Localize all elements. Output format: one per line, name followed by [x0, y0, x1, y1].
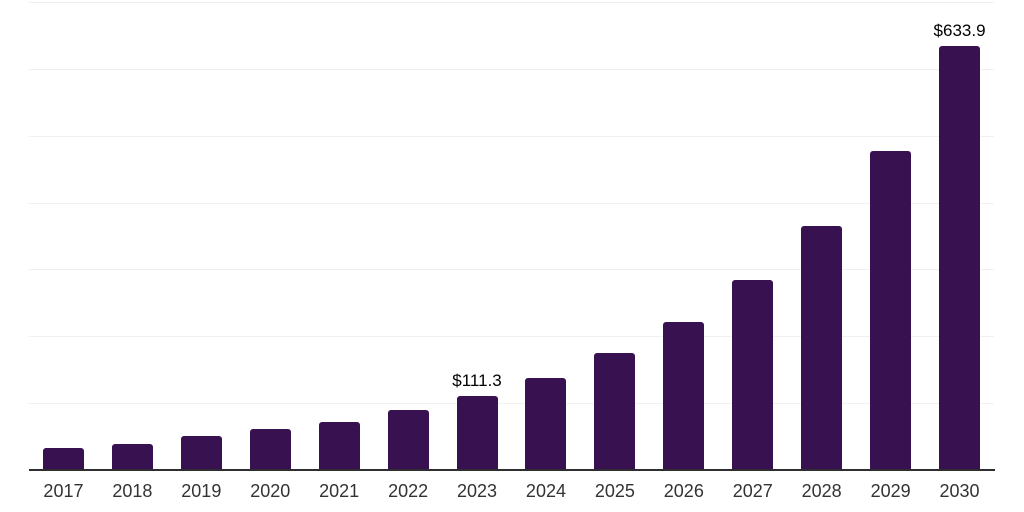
- bar-2025: [594, 353, 636, 470]
- bar-2019: [180, 435, 222, 470]
- bar-2027: [732, 280, 774, 470]
- bar-2021: [318, 421, 360, 470]
- bar-2017: [42, 447, 84, 470]
- bar-2018: [111, 443, 153, 470]
- x-tick-label-2021: 2021: [319, 481, 360, 501]
- gridline: [29, 202, 994, 204]
- value-label-2023: $111.3: [452, 370, 502, 390]
- x-tick-label-2022: 2022: [388, 481, 429, 501]
- bar-2026: [663, 322, 705, 470]
- gridline: [29, 68, 994, 70]
- gridline: [29, 269, 994, 271]
- x-tick-label-2025: 2025: [594, 481, 635, 501]
- x-tick-label-2029: 2029: [870, 481, 911, 501]
- x-axis-line: [29, 469, 995, 471]
- gridline: [29, 2, 994, 3]
- bar-2029: [870, 151, 912, 470]
- x-tick-label-2024: 2024: [525, 481, 566, 501]
- x-tick-label-2017: 2017: [43, 481, 84, 501]
- x-tick-label-2023: 2023: [457, 481, 498, 501]
- gridline: [29, 403, 994, 405]
- bar-2024: [525, 377, 567, 470]
- x-tick-label-2027: 2027: [732, 481, 773, 501]
- x-tick-label-2026: 2026: [663, 481, 704, 501]
- x-tick-label-2020: 2020: [250, 481, 291, 501]
- value-label-2030: $633.9: [933, 21, 986, 41]
- x-tick-label-2019: 2019: [181, 481, 222, 501]
- bar-2022: [387, 409, 429, 470]
- bar-2030: [939, 46, 981, 470]
- gridline: [29, 336, 994, 338]
- bar-2028: [801, 225, 843, 470]
- bar-2023: [456, 395, 498, 470]
- x-tick-label-2028: 2028: [801, 481, 842, 501]
- x-tick-label-2018: 2018: [112, 481, 153, 501]
- x-tick-label-2030: 2030: [939, 481, 980, 501]
- bar-2020: [249, 429, 291, 470]
- gridline: [29, 135, 994, 137]
